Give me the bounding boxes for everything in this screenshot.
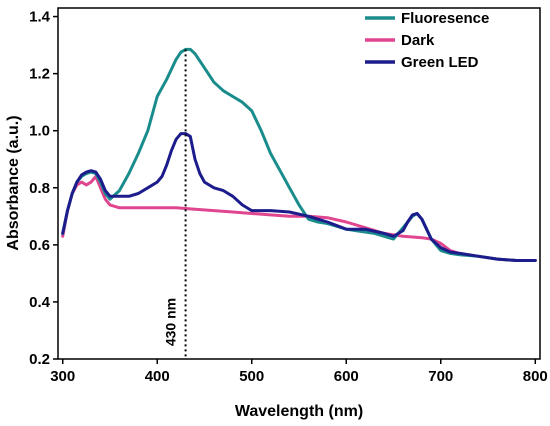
y-axis-ticks: 0.2 0.4 0.6 0.8 1.0 1.2 1.4 — [29, 9, 58, 368]
series-line-dark — [61, 174, 537, 262]
y-tick-label: 0.4 — [29, 294, 51, 311]
series-layer — [61, 47, 537, 262]
y-tick-label: 0.6 — [29, 237, 50, 254]
annotation-label: 430 nm — [163, 298, 179, 346]
legend-label: Fluoresence — [401, 10, 489, 27]
series-line-fluoresence — [61, 47, 537, 262]
y-axis-title: Absorbance (a.u.) — [5, 115, 22, 250]
x-tick-label: 500 — [239, 368, 264, 385]
x-tick-label: 600 — [334, 368, 359, 385]
series-line-green-led — [61, 132, 537, 262]
x-tick-label: 400 — [145, 368, 170, 385]
y-tick-label: 1.2 — [29, 66, 50, 83]
legend: Fluoresence Dark Green LED — [365, 10, 489, 71]
x-axis-title: Wavelength (nm) — [235, 403, 363, 420]
y-tick-label: 1.4 — [29, 9, 51, 26]
x-tick-label: 300 — [50, 368, 75, 385]
y-tick-label: 0.8 — [29, 180, 50, 197]
y-tick-label: 0.2 — [29, 351, 50, 368]
plot-frame — [57, 7, 541, 360]
legend-label: Dark — [401, 32, 435, 49]
annotation-layer: 430 nm — [163, 49, 187, 359]
x-tick-label: 700 — [428, 368, 453, 385]
x-tick-label: 800 — [523, 368, 548, 385]
legend-label: Green LED — [401, 54, 479, 71]
y-tick-label: 1.0 — [29, 123, 50, 140]
x-axis-ticks: 300 400 500 600 700 800 — [50, 359, 548, 385]
